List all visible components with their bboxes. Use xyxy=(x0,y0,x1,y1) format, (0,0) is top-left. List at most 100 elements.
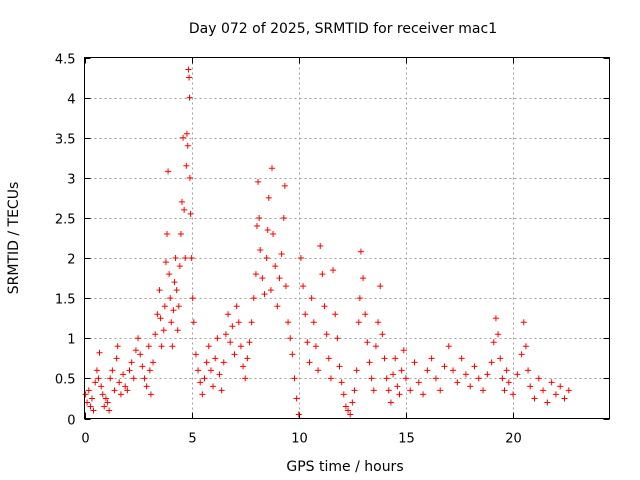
y-tick-label: 1.5 xyxy=(55,293,76,308)
data-point xyxy=(220,359,227,366)
data-point xyxy=(95,375,102,382)
data-point xyxy=(261,291,268,298)
data-point xyxy=(497,355,504,362)
data-point xyxy=(96,349,103,356)
data-point xyxy=(347,411,354,418)
data-point xyxy=(381,355,388,362)
data-point xyxy=(240,363,247,370)
data-point xyxy=(336,363,343,370)
data-point xyxy=(152,331,159,338)
data-point xyxy=(364,339,371,346)
data-point xyxy=(173,287,180,294)
x-tick-labels: 0 5 10 15 20 xyxy=(81,432,521,447)
data-point xyxy=(338,379,345,386)
data-point xyxy=(441,363,448,370)
data-point xyxy=(192,351,199,358)
data-point xyxy=(462,371,469,378)
data-point xyxy=(379,331,386,338)
data-point xyxy=(180,134,187,141)
data-point xyxy=(99,391,106,398)
data-point xyxy=(145,343,152,350)
data-point xyxy=(535,375,542,382)
axis-ticks xyxy=(84,57,610,420)
data-point xyxy=(150,359,157,366)
y-tick-label: 2 xyxy=(67,253,75,268)
data-point xyxy=(454,379,461,386)
data-point xyxy=(319,271,326,278)
data-point xyxy=(102,395,109,402)
data-point xyxy=(501,387,508,394)
data-point xyxy=(520,319,527,326)
data-point xyxy=(357,248,364,255)
data-point xyxy=(233,303,240,310)
data-point xyxy=(169,343,176,350)
data-point xyxy=(278,251,285,258)
data-point xyxy=(227,339,234,346)
data-point xyxy=(293,395,300,402)
data-point xyxy=(272,263,279,270)
data-point xyxy=(116,379,123,386)
data-point xyxy=(111,387,118,394)
data-point xyxy=(297,255,304,262)
data-point xyxy=(185,66,192,73)
data-point xyxy=(212,355,219,362)
data-point xyxy=(82,391,89,398)
data-point xyxy=(98,383,105,390)
chart-title: Day 072 of 2025, SRMTID for receiver mac… xyxy=(189,21,497,37)
plot-frame xyxy=(84,57,610,419)
data-point xyxy=(362,311,369,318)
data-point xyxy=(544,399,551,406)
data-point xyxy=(330,267,337,274)
data-point xyxy=(458,355,465,362)
data-point xyxy=(407,387,414,394)
data-point xyxy=(317,243,324,250)
data-point xyxy=(186,94,193,101)
y-tick-label: 3.5 xyxy=(55,133,76,148)
data-point xyxy=(156,287,163,294)
data-point xyxy=(170,307,177,314)
data-point xyxy=(480,387,487,394)
data-point xyxy=(411,359,418,366)
data-point xyxy=(164,230,170,237)
data-point xyxy=(495,331,502,338)
data-point xyxy=(210,383,217,390)
data-point xyxy=(450,367,457,374)
data-point xyxy=(101,403,108,410)
data-point xyxy=(257,247,264,254)
data-point xyxy=(85,387,92,394)
x-tick-label: 20 xyxy=(505,432,522,447)
data-point xyxy=(475,375,482,382)
data-point xyxy=(179,198,185,205)
data-point xyxy=(505,379,512,386)
data-point xyxy=(557,383,564,390)
data-point xyxy=(174,327,181,334)
data-point xyxy=(183,162,190,169)
data-point xyxy=(492,315,499,322)
data-point xyxy=(274,303,281,310)
data-point xyxy=(295,411,302,418)
data-point xyxy=(190,319,197,326)
y-tick-label: 4 xyxy=(67,93,75,108)
data-point xyxy=(510,391,517,398)
data-point xyxy=(548,379,555,386)
data-point xyxy=(312,343,319,350)
data-point xyxy=(199,391,206,398)
x-tick-label: 15 xyxy=(398,432,415,447)
data-point xyxy=(360,275,367,282)
data-point xyxy=(157,315,164,322)
data-point xyxy=(203,359,210,366)
data-point xyxy=(372,343,379,350)
data-point xyxy=(353,367,360,374)
data-point xyxy=(143,383,150,390)
data-point xyxy=(154,311,161,318)
data-point xyxy=(176,263,183,270)
data-point xyxy=(269,165,275,172)
data-point xyxy=(106,407,113,414)
data-point xyxy=(285,319,292,326)
data-point xyxy=(287,335,294,342)
data-point xyxy=(390,371,397,378)
data-point xyxy=(340,391,347,398)
data-point xyxy=(113,355,120,362)
data-point xyxy=(300,283,307,290)
